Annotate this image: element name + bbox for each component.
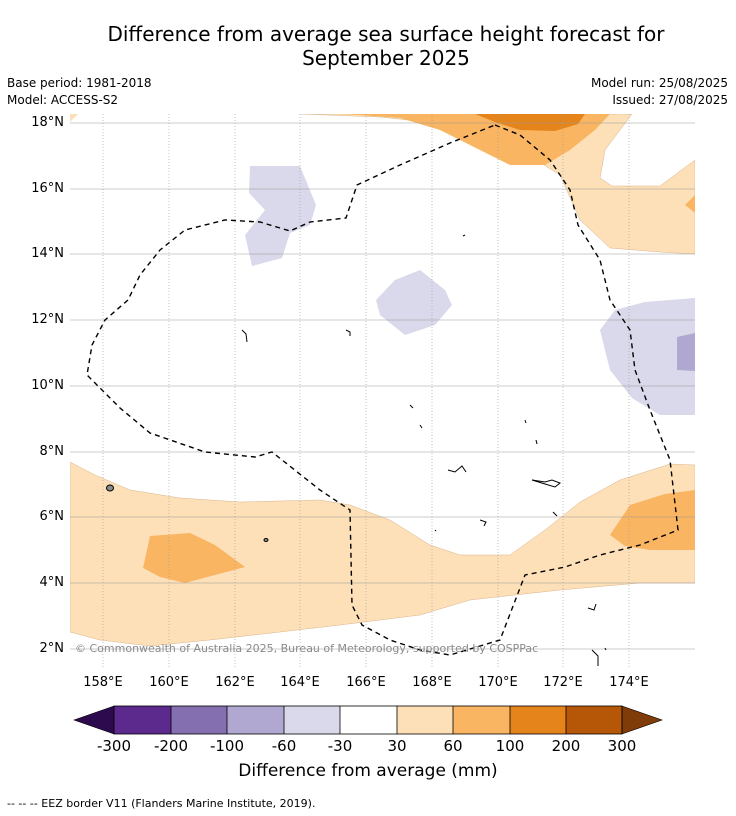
contour-positive-south [70,461,695,647]
colorbar-tick-minus100: -100 [209,737,245,755]
colorbar-tick-minus60: -60 [271,737,297,755]
colorbar-tick-minus300: -300 [96,737,132,755]
lon-label-164e: 164°E [280,675,320,690]
colorbar-bin-7 [453,706,510,734]
lat-label-18n: 18°N [31,115,64,130]
map-gridlines [70,114,695,669]
lon-label-168e: 168°E [412,675,452,690]
lon-label-174e: 174°E [609,675,649,690]
contour-negative-north [245,166,316,266]
map-title-line1: Difference from average sea surface heig… [107,22,665,46]
colorbar-tick-60: 60 [443,737,463,755]
colorbar-tick-minus30: -30 [327,737,353,755]
lat-label-8n: 8°N [39,444,65,459]
meta-right: Model run: 25/08/2025 Issued: 27/08/2025 [591,75,728,109]
lon-label-162e: 162°E [215,675,255,690]
contour-positive-nw-corner [70,114,78,122]
colorbar-bin-1 [114,706,171,734]
islands [106,234,607,666]
lat-label-2n: 2°N [39,641,65,656]
colorbar-bin-6 [397,706,453,734]
lat-label-4n: 4°N [39,575,65,590]
contour-positive-south-2 [143,533,245,583]
colorbar-tick-200: 200 [551,737,581,755]
map-title-line2: September 2025 [302,46,470,70]
model-name: Model: ACCESS-S2 [7,93,119,107]
colorbar-extend-low [73,705,115,735]
meta-left: Base period: 1981-2018 Model: ACCESS-S2 [7,75,152,109]
contour-positive-south-3 [610,490,695,550]
lat-label-16n: 16°N [31,181,64,196]
lon-label-172e: 172°E [543,675,583,690]
map-title: Difference from average sea surface heig… [0,22,736,70]
colorbar-tick-minus200: -200 [153,737,189,755]
colorbar-bin-9 [566,706,622,734]
colorbar-bin-3 [227,706,284,734]
lon-label-160e: 160°E [149,675,189,690]
lat-label-6n: 6°N [39,509,65,524]
copyright-notice: © Commonwealth of Australia 2025, Bureau… [75,642,539,655]
lat-label-12n: 12°N [31,312,64,327]
colorbar-bin-2 [171,706,227,734]
model-run: Model run: 25/08/2025 [590,76,728,90]
colorbar-bin-5 [340,706,397,734]
lon-label-158e: 158°E [83,675,123,690]
colorbar [73,705,663,735]
contour-negative-center [376,270,452,335]
colorbar-extend-high [621,705,663,735]
colorbar-tick-300: 300 [607,737,637,755]
eez-footnote: -- -- -- EEZ border V11 (Flanders Marine… [7,797,316,810]
base-period: Base period: 1981-2018 [7,76,152,90]
contour-positive-north-3 [475,114,585,131]
lat-label-14n: 14°N [31,246,64,261]
contour-positive-east [685,195,695,213]
lon-label-170e: 170°E [478,675,518,690]
map-plot-area [70,114,695,669]
issued-date: Issued: 27/08/2025 [612,93,728,107]
colorbar-tick-100: 100 [495,737,525,755]
lat-label-10n: 10°N [31,378,64,393]
colorbar-bin-8 [510,706,566,734]
colorbar-title: Difference from average (mm) [238,761,498,781]
contour-negative-east-2 [677,333,695,371]
colorbar-bin-4 [284,706,340,734]
colorbar-tick-30: 30 [387,737,407,755]
eez-border [86,124,679,656]
lon-label-166e: 166°E [346,675,386,690]
